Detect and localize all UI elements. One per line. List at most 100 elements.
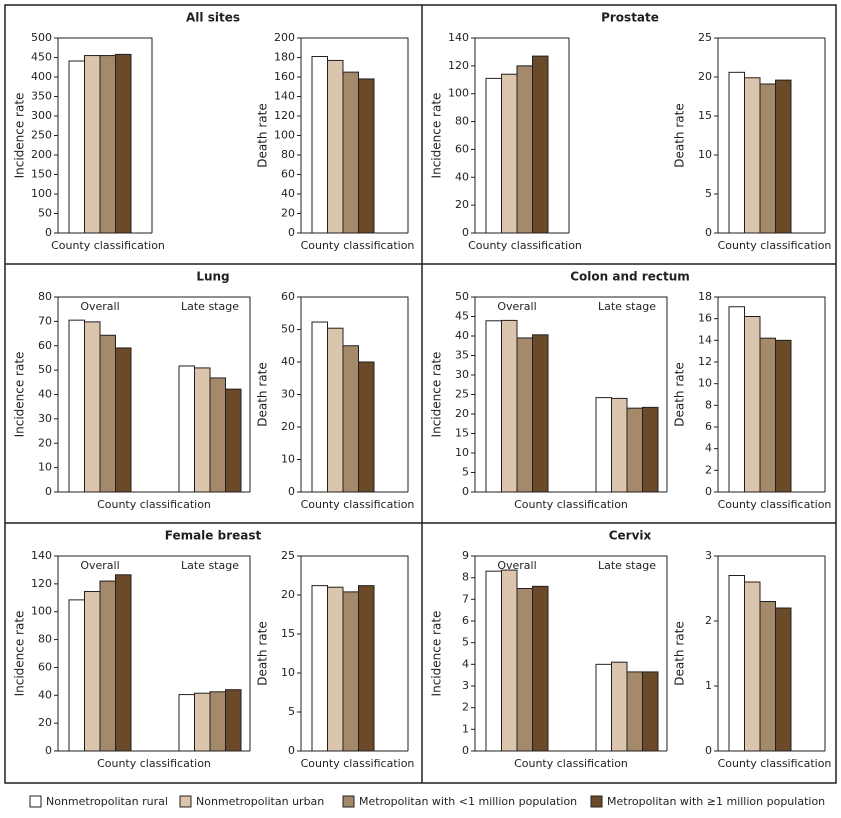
y-tick-label: 15: [698, 109, 712, 122]
y-tick-label: 60: [38, 339, 52, 352]
y-tick-label: 80: [38, 290, 52, 303]
y-tick-label: 20: [698, 70, 712, 83]
bar: [358, 361, 375, 493]
y-tick-label: 5: [705, 187, 712, 200]
y-tick-label: 100: [31, 605, 52, 618]
y-tick-label: 120: [274, 109, 295, 122]
y-tick-label: 0: [288, 485, 295, 498]
legend-swatch: [342, 795, 355, 808]
plot-frame: [57, 555, 251, 751]
y-tick-label: 3: [462, 679, 469, 692]
bar: [744, 316, 761, 493]
y-tick-label: 60: [38, 660, 52, 673]
category-label: Late stage: [181, 559, 239, 572]
bar: [342, 591, 359, 752]
bar: [642, 671, 659, 752]
y-tick-label: 40: [281, 187, 295, 200]
y-tick-label: 15: [455, 427, 469, 440]
y-tick-label: 60: [281, 290, 295, 303]
category-label: Overall: [497, 559, 536, 572]
y-tick-label: 20: [38, 436, 52, 449]
bar: [516, 337, 533, 493]
y-tick-label: 6: [462, 614, 469, 627]
bar: [99, 580, 116, 752]
y-tick-label: 10: [698, 148, 712, 161]
category-label: Late stage: [598, 559, 656, 572]
y-tick-label: 20: [281, 420, 295, 433]
y-tick-label: 0: [705, 226, 712, 239]
bar: [84, 591, 101, 752]
y-tick-label: 45: [455, 310, 469, 323]
panel-title: Cervix: [609, 529, 652, 543]
category-label: Late stage: [181, 300, 239, 313]
y-tick-label: 4: [462, 657, 469, 670]
bar: [68, 60, 85, 234]
y-tick-label: 400: [31, 70, 52, 83]
bar: [178, 365, 195, 493]
legend-label: Nonmetropolitan rural: [46, 795, 168, 808]
bar: [728, 575, 745, 752]
y-axis-label: Incidence rate: [430, 611, 444, 697]
bar: [485, 570, 502, 752]
y-tick-label: 0: [288, 744, 295, 757]
category-label: Overall: [80, 559, 119, 572]
bar: [728, 306, 745, 493]
bar: [759, 601, 776, 752]
y-tick-label: 0: [45, 744, 52, 757]
y-tick-label: 180: [274, 51, 295, 64]
y-tick-label: 150: [31, 168, 52, 181]
legend-swatch: [590, 795, 603, 808]
y-tick-label: 25: [281, 549, 295, 562]
y-tick-label: 140: [274, 90, 295, 103]
bar: [68, 319, 85, 493]
bar: [194, 367, 211, 493]
y-tick-label: 20: [281, 588, 295, 601]
bar: [516, 65, 533, 234]
x-axis-label: County classification: [301, 757, 415, 770]
bar: [485, 320, 502, 493]
bar: [178, 694, 195, 752]
bar: [115, 347, 132, 493]
y-tick-label: 60: [455, 142, 469, 155]
panel-title: Colon and rectum: [570, 270, 690, 284]
bar: [501, 569, 518, 752]
y-tick-label: 2: [705, 463, 712, 476]
x-axis-label: County classification: [718, 757, 832, 770]
plot-frame: [717, 296, 826, 492]
y-tick-label: 30: [281, 388, 295, 401]
y-tick-label: 100: [31, 187, 52, 200]
bar: [209, 377, 226, 493]
bar: [611, 661, 628, 752]
bar: [759, 83, 776, 234]
x-axis-label: County classification: [301, 498, 415, 511]
y-tick-label: 300: [31, 109, 52, 122]
bar: [99, 55, 116, 234]
panel-title: Prostate: [601, 11, 659, 25]
y-tick-label: 14: [698, 333, 712, 346]
y-tick-label: 10: [38, 461, 52, 474]
y-axis-label: Incidence rate: [13, 611, 27, 697]
bar: [327, 327, 344, 493]
bar: [84, 321, 101, 493]
y-tick-label: 20: [455, 407, 469, 420]
y-tick-label: 200: [274, 31, 295, 44]
y-tick-label: 10: [281, 453, 295, 466]
bar: [501, 73, 518, 234]
y-axis-label: Death rate: [673, 103, 687, 167]
bar: [728, 71, 745, 234]
bar: [532, 334, 549, 493]
bar: [744, 581, 761, 752]
y-tick-label: 6: [705, 420, 712, 433]
y-tick-label: 5: [462, 466, 469, 479]
y-tick-label: 40: [455, 329, 469, 342]
y-axis-label: Death rate: [256, 103, 270, 167]
y-tick-label: 0: [45, 226, 52, 239]
bar: [626, 671, 643, 752]
y-tick-label: 2: [462, 701, 469, 714]
y-tick-label: 15: [281, 627, 295, 640]
y-axis-label: Death rate: [673, 621, 687, 685]
y-tick-label: 40: [281, 355, 295, 368]
plot-frame: [717, 555, 826, 751]
bar: [775, 339, 792, 493]
y-tick-label: 10: [455, 446, 469, 459]
